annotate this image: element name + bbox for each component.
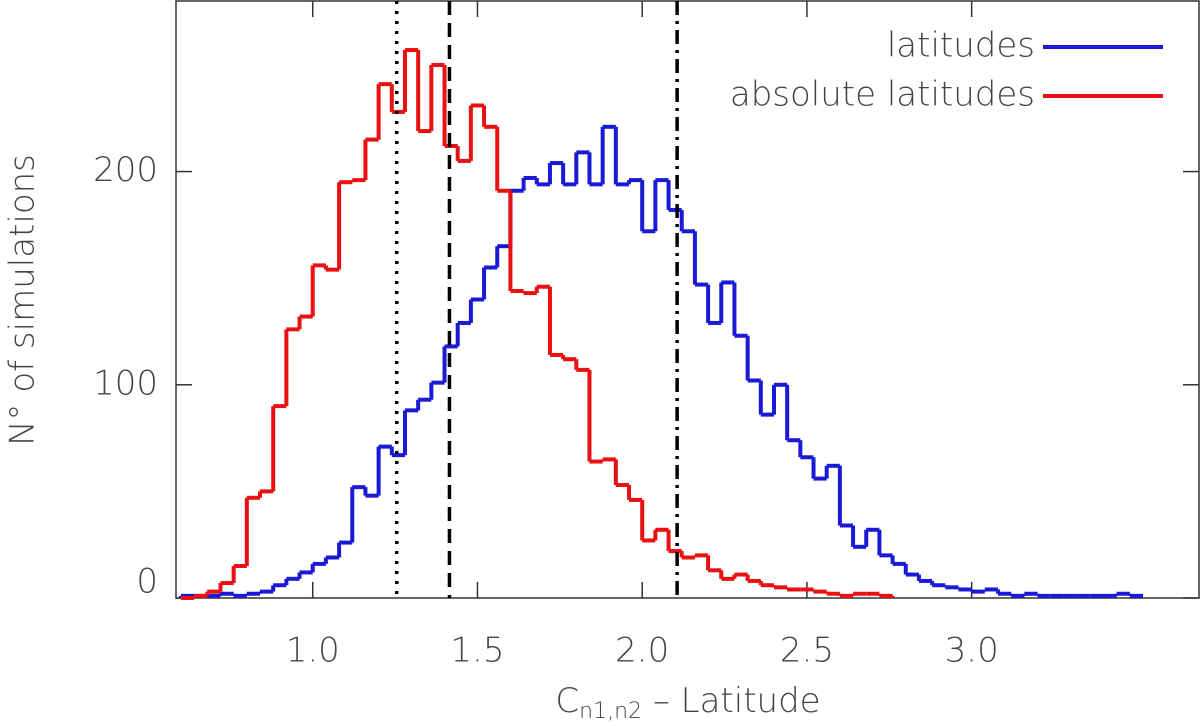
x-label-rest: – Latitude bbox=[642, 681, 821, 721]
x-axis-label: Cn1,n2 – Latitude bbox=[555, 681, 820, 725]
x-tick-label: 2.0 bbox=[615, 631, 669, 671]
legend-label: latitudes bbox=[887, 26, 1035, 66]
x-tick-label: 1.0 bbox=[286, 631, 340, 671]
y-axis-label: N° of simulations bbox=[3, 154, 43, 446]
x-tick-label: 2.5 bbox=[780, 631, 834, 671]
y-tick-label: 100 bbox=[93, 363, 158, 403]
plot-frame bbox=[175, 0, 1200, 599]
x-tick-label: 1.5 bbox=[450, 631, 504, 671]
x-tick-label: 3.0 bbox=[945, 631, 999, 671]
x-label-main: C bbox=[555, 681, 579, 721]
y-tick-label: 0 bbox=[136, 562, 158, 602]
legend-label: absolute latitudes bbox=[730, 75, 1035, 115]
y-tick-label: 200 bbox=[93, 150, 158, 190]
x-label-sub: n1,n2 bbox=[579, 699, 642, 724]
